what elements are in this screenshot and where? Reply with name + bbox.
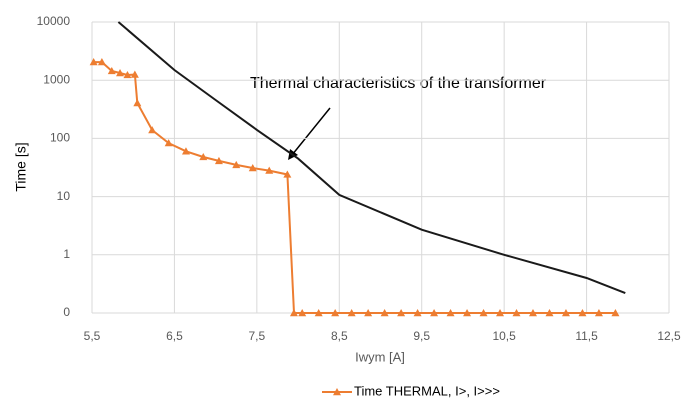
y-tick-label: 10 — [57, 189, 71, 203]
x-tick-label: 10,5 — [492, 329, 516, 343]
marker — [148, 126, 157, 134]
y-tick-label: 1 — [63, 247, 70, 261]
marker — [248, 164, 257, 172]
y-tick-label: 0 — [63, 305, 70, 319]
marker — [314, 309, 323, 317]
marker — [413, 309, 422, 317]
marker — [578, 309, 587, 317]
marker — [611, 309, 620, 317]
x-tick-label: 5,5 — [84, 329, 101, 343]
marker — [545, 309, 554, 317]
marker — [528, 309, 537, 317]
marker — [446, 309, 455, 317]
marker — [397, 309, 406, 317]
x-tick-label: 12,5 — [657, 329, 681, 343]
marker — [130, 70, 139, 78]
marker — [463, 309, 472, 317]
legend-marker — [333, 388, 341, 396]
x-tick-label: 7,5 — [249, 329, 266, 343]
y-tick-label: 1000 — [43, 72, 70, 86]
x-tick-label: 9,5 — [413, 329, 430, 343]
marker — [561, 309, 570, 317]
marker — [347, 309, 356, 317]
marker — [364, 309, 373, 317]
marker — [496, 309, 505, 317]
marker — [289, 309, 298, 317]
series-line — [93, 61, 616, 314]
marker — [298, 309, 307, 317]
marker — [181, 147, 190, 155]
legend-label: Time THERMAL, I>, I>>> — [354, 383, 500, 398]
y-tick-label: 10000 — [37, 14, 71, 28]
marker — [479, 309, 488, 317]
marker — [430, 309, 439, 317]
annotation-arrow — [291, 107, 331, 156]
annotation: Thermal characteristics of the transform… — [250, 75, 547, 92]
marker — [214, 156, 223, 165]
y-axis-label: Time [s] — [13, 142, 29, 191]
marker — [232, 160, 241, 169]
y-tick-label: 100 — [50, 131, 70, 145]
marker — [331, 309, 340, 317]
marker — [133, 99, 142, 107]
x-tick-label: 8,5 — [331, 329, 348, 343]
marker — [283, 170, 292, 178]
marker — [380, 309, 389, 317]
marker — [116, 68, 125, 77]
marker — [265, 166, 274, 174]
series-line — [117, 21, 626, 295]
x-axis-label: Iwym [A] — [355, 349, 405, 364]
marker — [97, 58, 106, 66]
marker — [89, 58, 98, 66]
marker — [164, 139, 173, 147]
x-tick-label: 6,5 — [166, 329, 183, 343]
marker — [107, 66, 116, 75]
marker — [594, 309, 603, 317]
x-tick-label: 11,5 — [575, 329, 598, 343]
marker — [512, 309, 521, 317]
marker — [123, 70, 132, 79]
marker — [199, 152, 208, 161]
